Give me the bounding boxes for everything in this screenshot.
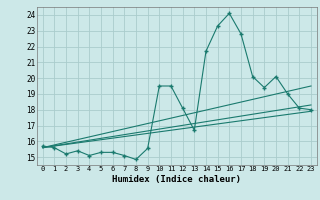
X-axis label: Humidex (Indice chaleur): Humidex (Indice chaleur) [112, 175, 241, 184]
